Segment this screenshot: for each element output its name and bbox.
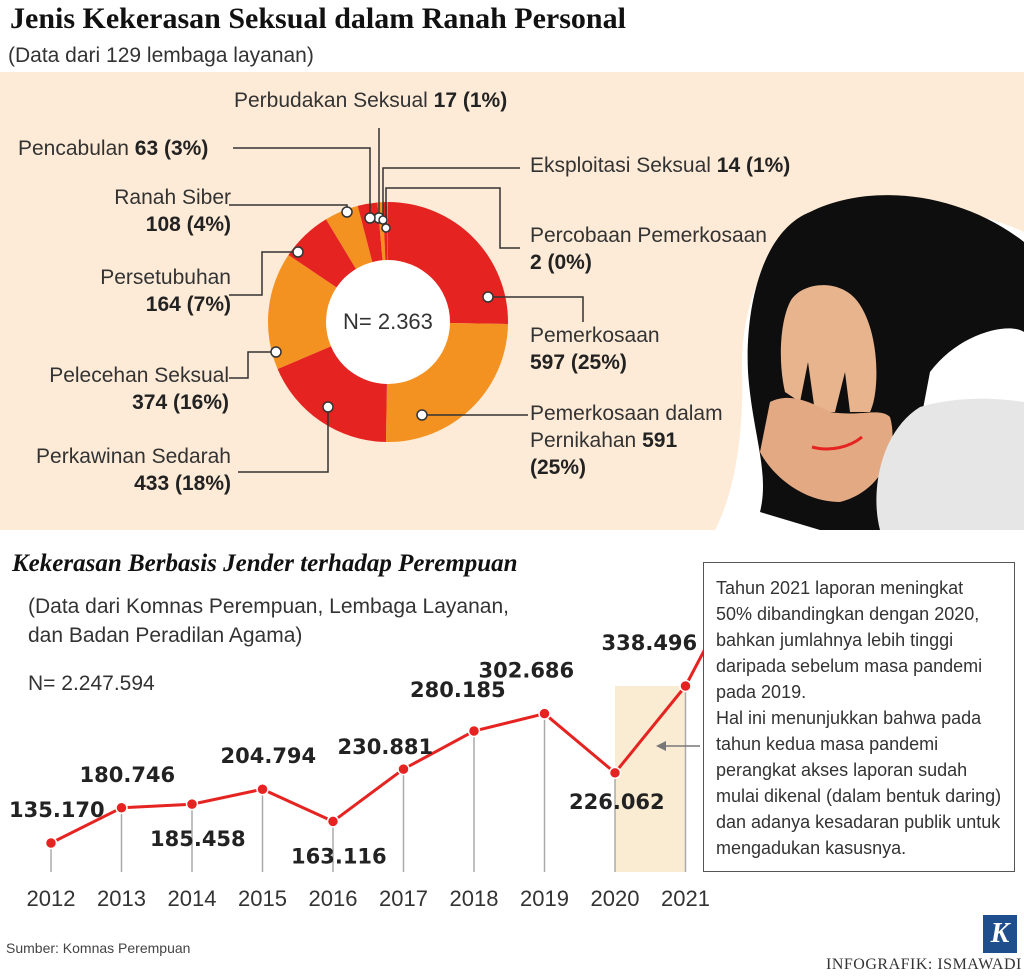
label-pernikahan-value2: (25%) bbox=[530, 456, 587, 479]
leader-pelecehan bbox=[229, 351, 276, 379]
label-percobaan: Percobaan Pemerkosaan 2 (0%) bbox=[530, 222, 767, 276]
label-pencabulan-name: Pencabulan bbox=[18, 137, 129, 160]
leader-sedarah bbox=[238, 407, 329, 473]
top-background-panel bbox=[0, 72, 1024, 530]
leader-percobaan bbox=[385, 187, 520, 249]
x-tick-2013: 2013 bbox=[97, 886, 146, 911]
label-pelecehan-value: 374 (16%) bbox=[132, 391, 229, 414]
leader-pemerkosaan bbox=[488, 296, 584, 322]
data-point-2016 bbox=[326, 815, 340, 828]
label-eksploitasi-name: Eksploitasi Seksual bbox=[530, 154, 711, 177]
value-label-2015: 204.794 bbox=[221, 744, 317, 768]
donut-hole bbox=[326, 260, 450, 384]
label-pernikahan: Pemerkosaan dalam Pernikahan 591 (25%) bbox=[530, 400, 723, 481]
x-tick-2018: 2018 bbox=[450, 886, 499, 911]
label-pernikahan-name2: Pernikahan bbox=[530, 429, 637, 452]
data-point-2018 bbox=[467, 724, 481, 738]
label-persetubuhan-name: Persetubuhan bbox=[100, 266, 231, 289]
line-chart-subtitle: (Data dari Komnas Perempuan, Lembaga Lay… bbox=[28, 592, 588, 650]
data-point-2014 bbox=[185, 797, 199, 811]
label-percobaan-name: Percobaan Pemerkosaan bbox=[530, 224, 767, 247]
leader-dots bbox=[270, 206, 494, 421]
value-label-2012: 135.170 bbox=[9, 798, 105, 822]
drop-lines bbox=[50, 686, 687, 872]
line-chart-title: Kekerasan Berbasis Jender terhadap Perem… bbox=[12, 550, 518, 577]
value-label-2021: 338.496 bbox=[602, 631, 698, 655]
label-percobaan-value: 2 (0%) bbox=[530, 251, 592, 274]
label-pelecehan-name: Pelecehan Seksual bbox=[49, 364, 229, 387]
x-tick-2016: 2016 bbox=[309, 886, 358, 911]
label-persetubuhan-value: 164 (7%) bbox=[145, 293, 231, 316]
data-point-2013 bbox=[115, 801, 128, 815]
label-pencabulan: Pencabulan 63 (3%) bbox=[18, 135, 208, 162]
value-label-2019: 302.686 bbox=[479, 659, 575, 683]
data-point-2015 bbox=[256, 782, 269, 796]
value-labels: 135.170 180.746 185.458 204.794 163.116 230.8… bbox=[9, 631, 697, 868]
leader-persetubuhan bbox=[229, 251, 298, 296]
label-pelecehan: Pelecehan Seksual 374 (16%) bbox=[49, 362, 229, 416]
x-tick-2019: 2019 bbox=[520, 886, 569, 911]
highlight-2020-2021 bbox=[615, 686, 686, 872]
data-point-2021 bbox=[679, 679, 692, 693]
annotation-box: Tahun 2021 laporan meningkat 50% dibandi… bbox=[703, 562, 1015, 872]
label-perbudakan-value: 17 (1%) bbox=[433, 89, 508, 112]
donut-chart bbox=[229, 128, 584, 473]
label-sedarah-name: Perkawinan Sedarah bbox=[36, 445, 231, 468]
x-tick-2017: 2017 bbox=[379, 886, 428, 911]
annotation-text-1: Tahun 2021 laporan meningkat 50% dibandi… bbox=[716, 578, 983, 702]
label-persetubuhan: Persetubuhan 164 (7%) bbox=[100, 264, 231, 318]
label-siber-value: 108 (4%) bbox=[145, 213, 231, 236]
x-tick-2015: 2015 bbox=[238, 886, 287, 911]
label-pemerkosaan-name: Pemerkosaan bbox=[530, 324, 660, 347]
data-point-2019 bbox=[538, 707, 551, 720]
label-siber-name: Ranah Siber bbox=[114, 186, 231, 209]
x-tick-2014: 2014 bbox=[168, 886, 217, 911]
main-title: Jenis Kekerasan Seksual dalam Ranah Pers… bbox=[10, 2, 626, 35]
label-pencabulan-value: 63 (3%) bbox=[134, 137, 209, 160]
main-subtitle: (Data dari 129 lembaga layanan) bbox=[8, 44, 314, 67]
label-perbudakan-name: Perbudakan Seksual bbox=[234, 89, 428, 112]
x-tick-2012: 2012 bbox=[27, 886, 76, 911]
line-chart-subtitle-line1: (Data dari Komnas Perempuan, Lembaga Lay… bbox=[28, 595, 509, 618]
arrow-icon bbox=[656, 741, 700, 751]
value-label-2013: 180.746 bbox=[80, 763, 176, 787]
value-label-2017: 230.881 bbox=[338, 735, 434, 759]
value-label-2016: 163.116 bbox=[291, 844, 387, 868]
line-chart-total: N= 2.247.594 bbox=[28, 672, 155, 695]
woman-illustration-icon bbox=[715, 195, 1024, 530]
series-line-tail bbox=[684, 647, 707, 687]
label-sedarah-value: 433 (18%) bbox=[134, 472, 231, 495]
label-eksploitasi: Eksploitasi Seksual 14 (1%) bbox=[530, 152, 790, 179]
line-chart-subtitle-line2: dan Badan Peradilan Agama) bbox=[28, 624, 303, 647]
label-siber: Ranah Siber 108 (4%) bbox=[114, 184, 231, 238]
label-pernikahan-name1: Pemerkosaan dalam bbox=[530, 402, 723, 425]
label-pernikahan-value1: 591 bbox=[642, 429, 678, 452]
value-label-2020: 226.062 bbox=[569, 790, 665, 814]
label-eksploitasi-value: 14 (1%) bbox=[716, 154, 791, 177]
data-point-2020 bbox=[608, 766, 622, 780]
annotation-text-2: Hal ini menunjukkan bahwa pada tahun ked… bbox=[716, 708, 1002, 858]
label-sedarah: Perkawinan Sedarah 433 (18%) bbox=[36, 443, 231, 497]
x-tick-labels: 2012 2013 2014 2015 2016 2017 2018 2019 2020 2021 bbox=[27, 886, 710, 911]
leader-eksploitasi bbox=[382, 167, 520, 220]
data-point-2017 bbox=[397, 762, 410, 776]
value-label-2018: 280.185 bbox=[410, 678, 506, 702]
credit-line: INFOGRAFIK: ISMAWADI bbox=[826, 956, 1022, 973]
x-tick-2020: 2020 bbox=[591, 886, 640, 911]
label-pemerkosaan: Pemerkosaan 597 (25%) bbox=[530, 322, 660, 376]
series-line bbox=[50, 685, 687, 845]
label-pemerkosaan-value: 597 (25%) bbox=[530, 351, 627, 374]
leader-pencabulan bbox=[233, 147, 371, 218]
label-perbudakan: Perbudakan Seksual 17 (1%) bbox=[234, 87, 507, 114]
value-label-2014: 185.458 bbox=[150, 827, 246, 851]
kompas-logo-icon: K bbox=[983, 915, 1017, 953]
data-points bbox=[44, 679, 692, 850]
donut-center-label: N= 2.363 bbox=[343, 309, 433, 334]
data-point-2012 bbox=[44, 836, 58, 850]
x-tick-2021: 2021 bbox=[661, 886, 710, 911]
source-note: Sumber: Komnas Perempuan bbox=[6, 940, 191, 956]
